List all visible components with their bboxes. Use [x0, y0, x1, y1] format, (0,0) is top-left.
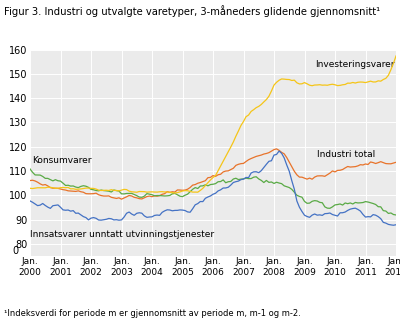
- Text: Konsumvarer: Konsumvarer: [32, 156, 92, 165]
- Text: ¹Indeksverdi for periode m er gjennomsnitt av periode m, m-1 og m-2.: ¹Indeksverdi for periode m er gjennomsni…: [4, 309, 301, 318]
- Text: 0: 0: [13, 246, 19, 256]
- Text: Investeringsvarer: Investeringsvarer: [315, 60, 394, 69]
- Text: Figur 3. Industri og utvalgte varetyper, 3-måneders glidende gjennomsnitt¹: Figur 3. Industri og utvalgte varetyper,…: [4, 5, 380, 17]
- Text: Innsatsvarer unntatt utvinningstjenester: Innsatsvarer unntatt utvinningstjenester: [30, 230, 214, 239]
- Text: Industri total: Industri total: [317, 150, 376, 159]
